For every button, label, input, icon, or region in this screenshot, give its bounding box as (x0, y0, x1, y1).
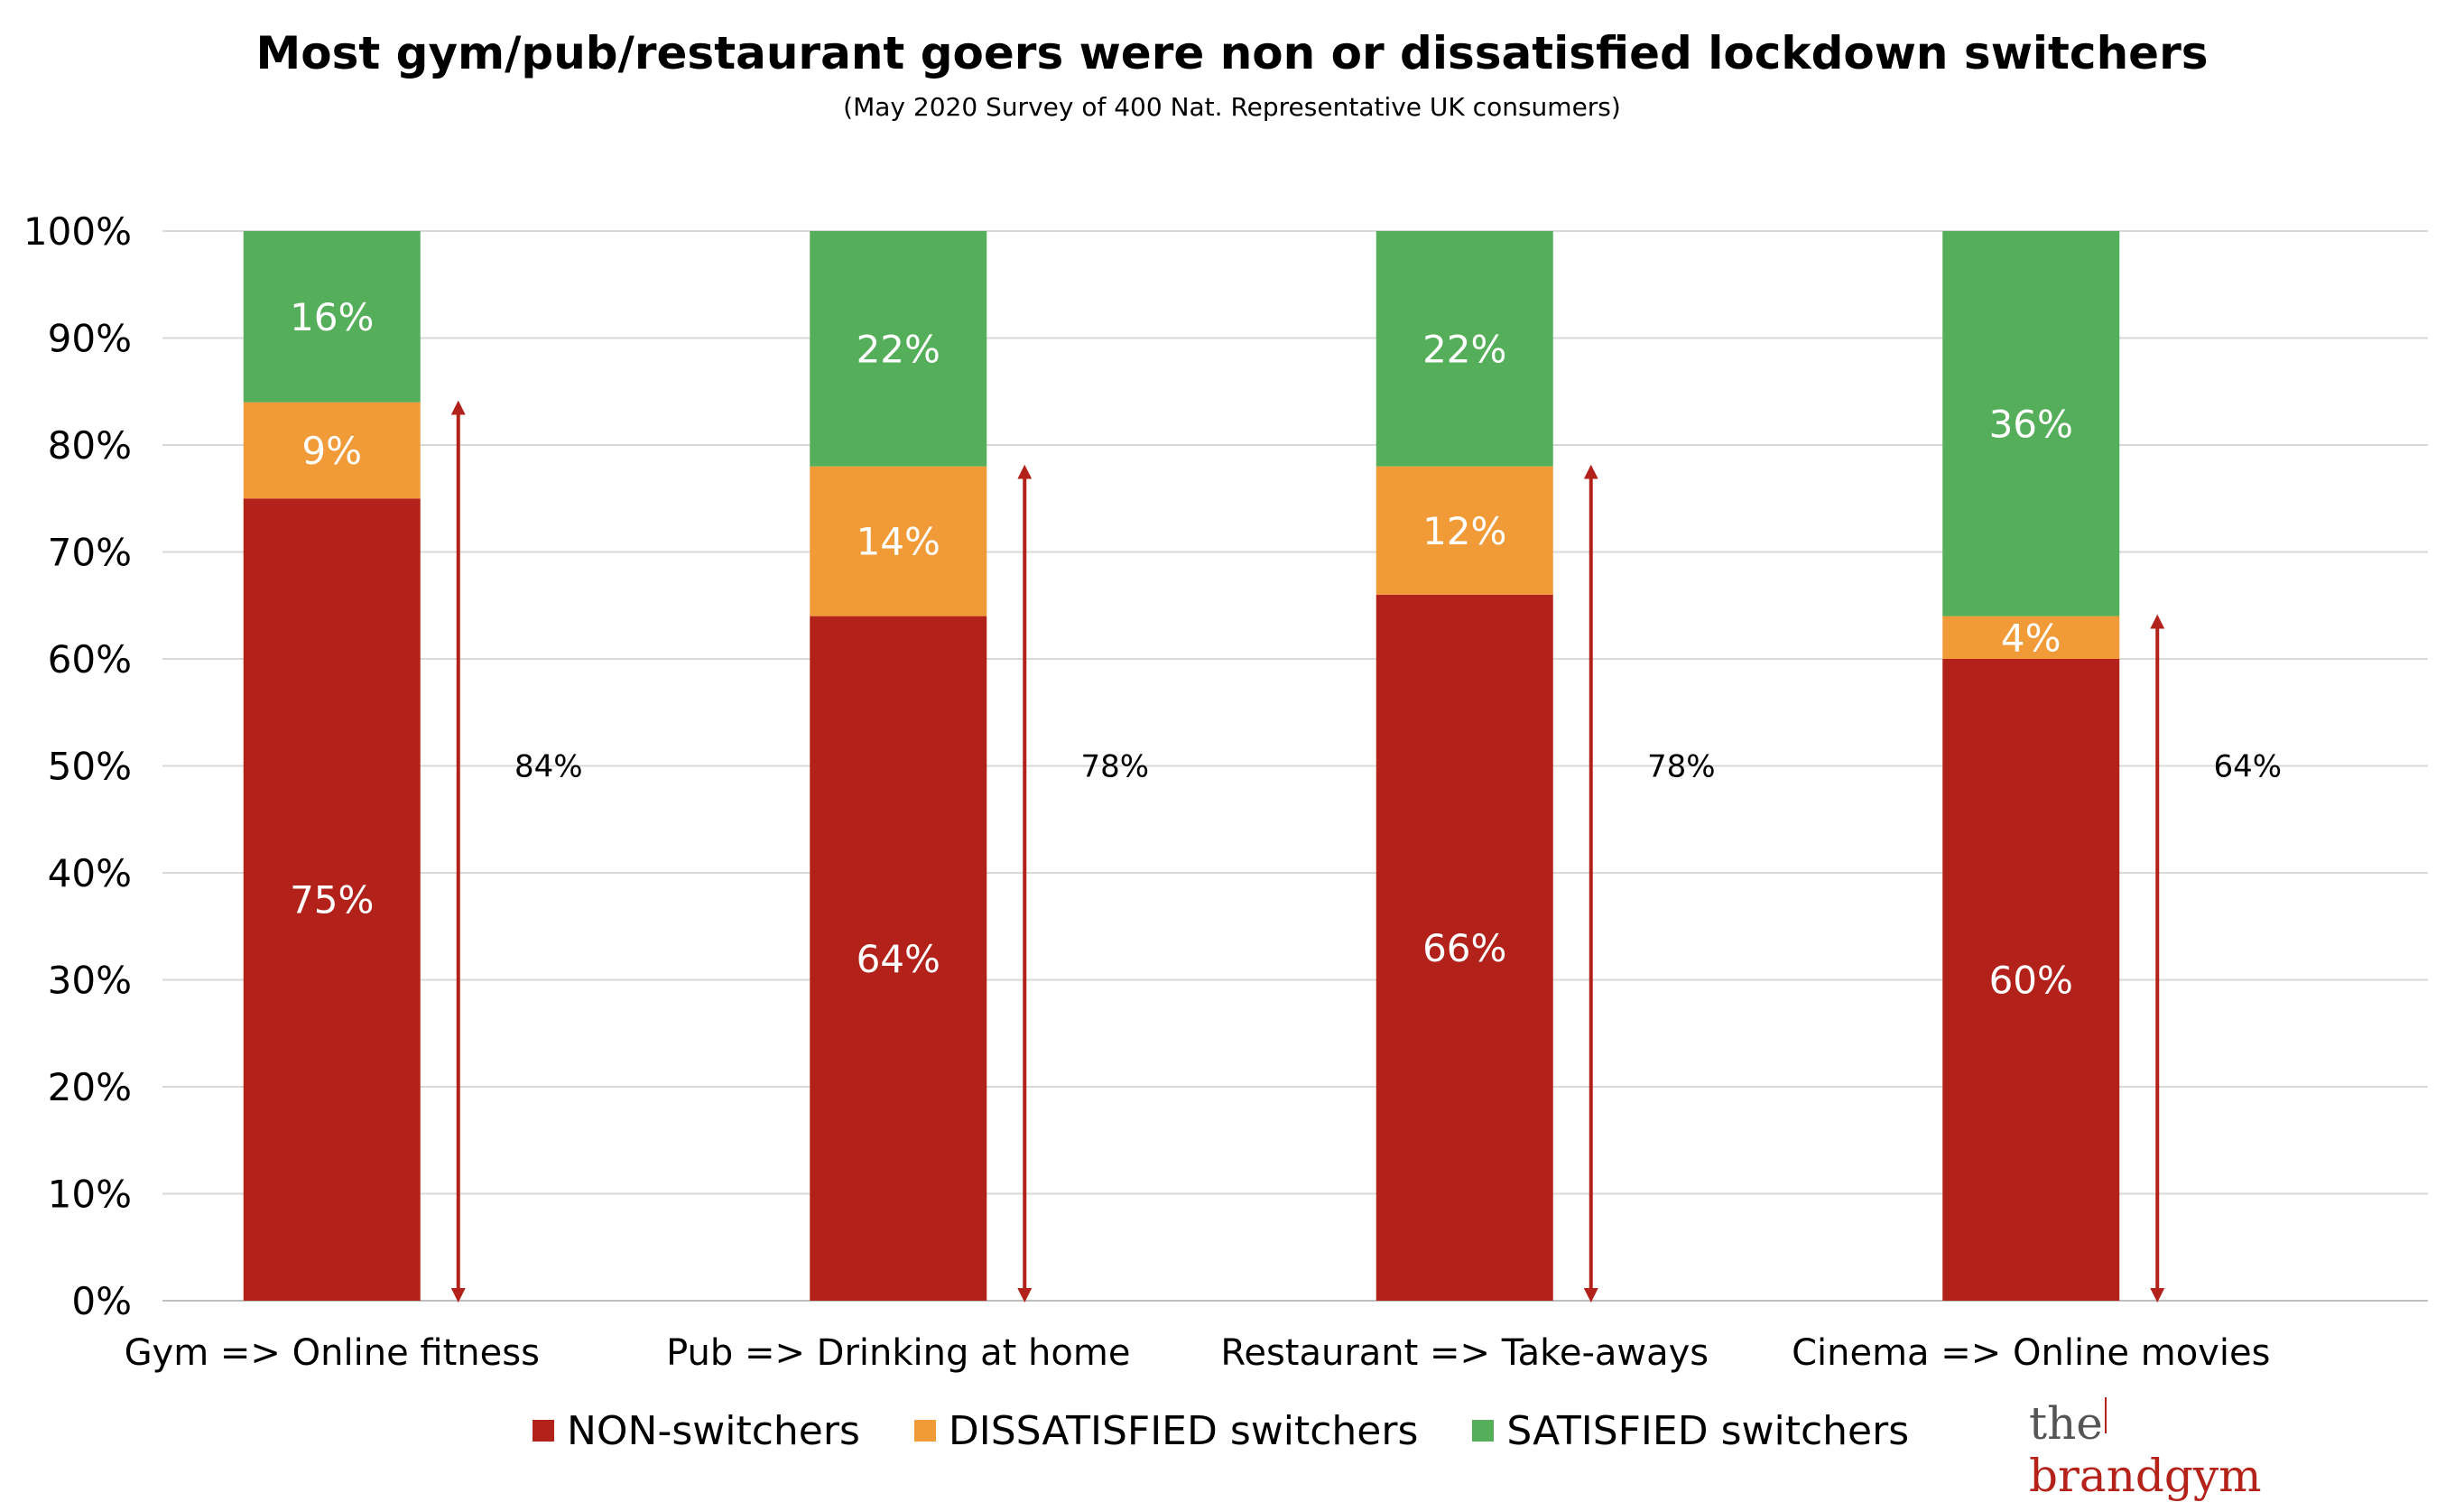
y-tick-label: 40% (48, 851, 132, 895)
brandgym-logo: thebrandgym (2029, 1397, 2318, 1502)
x-category-label: Cinema => Online movies (1792, 1332, 2270, 1374)
bar-segment-dissatisfied-switchers (1376, 466, 1553, 595)
legend-label-satisfied-switchers: SATISFIED switchers (1506, 1407, 1910, 1454)
data-label-satisfied-switchers: 22% (1422, 327, 1506, 371)
data-label-dissatisfied-switchers: 14% (857, 520, 940, 564)
y-tick-label: 90% (48, 317, 132, 361)
y-tick-label: 30% (48, 959, 132, 1003)
y-tick-label: 80% (48, 423, 132, 468)
legend-swatch-dissatisfied-switchers (913, 1420, 936, 1442)
bar-segment-satisfied-switchers (1376, 231, 1553, 467)
bar-segment-non-switchers (1942, 659, 2120, 1301)
chart-subtitle: (May 2020 Survey of 400 Nat. Representat… (843, 92, 1621, 122)
data-label-non-switchers: 60% (1989, 959, 2073, 1003)
bar-segment-non-switchers (810, 616, 987, 1301)
y-tick-label: 0% (71, 1279, 132, 1323)
legend-label-dissatisfied-switchers: DISSATISFIED switchers (948, 1407, 1419, 1454)
logo-brand-text: brandgym (2029, 1450, 2262, 1502)
legend-item-satisfied-switchers: SATISFIED switchers (1472, 1408, 1909, 1454)
data-label-satisfied-switchers: 16% (290, 295, 374, 339)
legend-swatch-satisfied-switchers (1472, 1420, 1495, 1442)
bar-segment-satisfied-switchers (810, 231, 987, 467)
data-label-non-switchers: 66% (1422, 926, 1506, 970)
chart-title: Most gym/pub/restaurant goers were non o… (255, 27, 2209, 79)
data-label-non-switchers: 75% (290, 878, 374, 923)
legend-label-non-switchers: NON-switchers (567, 1407, 860, 1454)
bar-segment-non-switchers (1376, 594, 1553, 1301)
data-label-non-switchers: 64% (857, 937, 940, 981)
chart-plot: 0% 10% 20% 30% 40% 50% 60% 70% 80% 90% 100% 75% 9% 16… (23, 209, 2428, 1374)
legend-item-dissatisfied-switchers: DISSATISFIED switchers (913, 1407, 1419, 1454)
data-label-dissatisfied-switchers: 4% (2001, 616, 2061, 660)
y-tick-label: 20% (48, 1065, 132, 1109)
bar-segment-dissatisfied-switchers (243, 402, 421, 499)
y-tick-label: 50% (48, 745, 132, 789)
x-category-label: Pub => Drinking at home (666, 1332, 1130, 1374)
bar-segment-satisfied-switchers (1942, 231, 2120, 617)
range-annotation-label: 78% (1080, 749, 1149, 785)
data-label-satisfied-switchers: 22% (857, 327, 940, 371)
x-category-label: Gym => Online fitness (125, 1332, 540, 1374)
range-annotation-label: 78% (1647, 749, 1716, 785)
y-tick-label: 10% (48, 1173, 132, 1217)
bar-segment-non-switchers (243, 498, 421, 1301)
legend-swatch-non-switchers (533, 1420, 554, 1442)
range-annotation-label: 64% (2213, 749, 2282, 785)
legend-item-non-switchers: NON-switchers (533, 1408, 860, 1454)
y-tick-label: 70% (48, 531, 132, 575)
bar-segment-dissatisfied-switchers (1942, 616, 2120, 659)
logo-divider (2104, 1397, 2107, 1433)
x-category-label: Restaurant => Take-aways (1220, 1332, 1709, 1374)
range-annotation-label: 84% (514, 749, 583, 785)
chart-legend: NON-switchers DISSATISFIED switchers SAT… (533, 1401, 1963, 1460)
data-label-satisfied-switchers: 36% (1989, 402, 2073, 446)
logo-the-text: the (2029, 1397, 2103, 1450)
data-label-dissatisfied-switchers: 12% (1422, 509, 1506, 553)
bar-segment-satisfied-switchers (243, 231, 421, 403)
y-tick-label: 100% (23, 209, 132, 254)
bar-segment-dissatisfied-switchers (810, 466, 987, 617)
data-label-dissatisfied-switchers: 9% (301, 429, 362, 473)
y-tick-label: 60% (48, 637, 132, 681)
